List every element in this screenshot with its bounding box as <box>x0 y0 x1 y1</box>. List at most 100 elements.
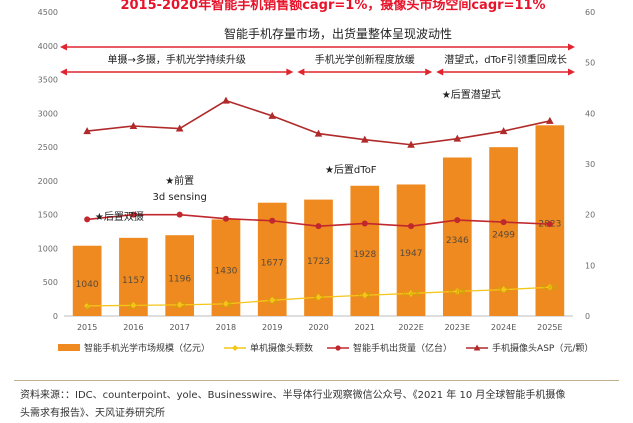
phase-label-1: 单摄→多摄，手机光学持续升级 <box>107 53 245 66</box>
x-axis-tick: 2019 <box>262 323 282 332</box>
left-axis-tick: 2500 <box>38 143 58 152</box>
asp-point <box>499 127 508 135</box>
chart: 0 500 1000 1500 2000 2500 3000 3500 4000 4500 0 10 2… <box>38 0 596 354</box>
asp-point <box>175 124 184 132</box>
camera-count-label: 4.1 <box>358 291 371 300</box>
shipment-point <box>361 220 368 227</box>
phase-arrow-2-head-left <box>297 68 305 76</box>
source-line-2: 头需求有报告》、天风证券研究所 <box>20 408 165 419</box>
asp-point <box>360 135 369 143</box>
asp-point <box>314 129 323 137</box>
right-axis-tick: 50 <box>585 59 595 68</box>
camera-count-point <box>84 302 91 310</box>
legend-label: 单机摄像头颗数 <box>250 342 313 354</box>
legend-marker <box>335 345 341 351</box>
phase-arrow-1-head-right <box>286 68 294 76</box>
asp-point <box>268 111 277 119</box>
x-axis-tick: 2025E <box>537 323 562 332</box>
divider <box>14 380 619 381</box>
shipment-point <box>269 217 276 224</box>
legend-label: 智能手机出货量（亿台） <box>353 342 452 354</box>
chart-subtitle: 智能手机存量市场，出货量整体呈现波动性 <box>224 26 452 41</box>
asp-point <box>222 96 230 104</box>
phase-arrow-3-head-right <box>568 68 575 76</box>
legend-marker <box>232 345 239 351</box>
bar-value-label: 1430 <box>215 267 238 277</box>
shipment-point <box>84 216 91 223</box>
right-axis-tick: 30 <box>585 160 595 169</box>
phase-arrow-2-head-right <box>425 68 433 76</box>
left-axis-tick: 2000 <box>38 177 58 186</box>
x-axis-tick: 2023E <box>445 323 470 332</box>
bar-value-label: 2499 <box>492 231 515 241</box>
shipment-point <box>176 211 183 218</box>
source-line-1: 资料来源：：IDC、counterpoint、yole、Businesswire… <box>20 390 566 401</box>
right-axis-tick: 60 <box>585 8 595 17</box>
shipment-point <box>546 221 553 228</box>
left-axis-tick: 3500 <box>38 76 58 85</box>
camera-count-label: 5.2 <box>497 286 510 295</box>
left-axis-tick: 3000 <box>38 109 58 118</box>
asp-point <box>453 134 462 142</box>
camera-count-point <box>130 301 137 309</box>
bar-value-label: 2346 <box>446 236 469 246</box>
right-axis-tick: 20 <box>585 211 595 220</box>
camera-count-point <box>408 289 415 297</box>
camera-count-label: 4.86 <box>448 287 466 296</box>
shipment-point <box>130 211 137 218</box>
camera-count-label: 5.67 <box>541 283 559 292</box>
camera-count-label: 3.7 <box>312 293 325 302</box>
bar-value-label: 1928 <box>353 250 376 260</box>
annotation: ★后置潜望式 <box>442 88 501 101</box>
asp-point <box>83 127 91 135</box>
camera-count-point <box>546 283 553 291</box>
camera-count-point <box>269 296 276 304</box>
x-axis-tick: 2021 <box>355 323 375 332</box>
x-axis-tick: 2020 <box>308 323 328 332</box>
x-axis-tick: 2022E <box>398 323 423 332</box>
camera-count-point <box>315 293 322 301</box>
bar-value-label: 1677 <box>261 258 284 268</box>
camera-count-label: 2.1 <box>127 301 140 310</box>
bar-value-label: 1040 <box>76 280 99 290</box>
camera-count-label: 2.4 <box>220 300 233 309</box>
legend-marker <box>473 344 481 351</box>
x-axis-tick: 2017 <box>170 323 190 332</box>
bar-value-label: 1947 <box>400 249 423 259</box>
x-axis-tick: 2015 <box>77 323 97 332</box>
chart-title: 2015-2020年智能手机销售额cagr=1%，摄像头市场空间cagr=11% <box>120 0 545 13</box>
camera-count-label: 3.1 <box>266 296 279 305</box>
annotation: ★前置 <box>165 174 194 187</box>
left-axis-tick: 4500 <box>38 8 58 17</box>
left-axis-tick: 1500 <box>38 211 58 220</box>
x-axis-tick: 2024E <box>491 323 516 332</box>
x-axis-tick: 2018 <box>216 323 236 332</box>
left-axis-tick: 500 <box>43 278 58 287</box>
phase-arrow-top-head-left <box>60 43 67 51</box>
right-axis-tick: 10 <box>585 261 595 270</box>
left-axis-tick: 0 <box>53 312 58 321</box>
shipment-point <box>222 215 229 222</box>
right-axis-tick: 0 <box>585 312 590 321</box>
annotation: 3d sensing <box>153 192 207 203</box>
legend-label: 智能手机光学市场规模（亿元） <box>84 342 210 354</box>
x-axis-tick: 2016 <box>123 323 143 332</box>
right-axis-tick: 40 <box>585 109 595 118</box>
asp-point <box>546 116 554 124</box>
legend-label: 手机摄像头ASP（元/颗） <box>492 342 593 354</box>
bar-value-label: 1157 <box>122 276 145 286</box>
bar <box>211 219 241 316</box>
shipment-point <box>408 223 415 230</box>
camera-count-point <box>454 287 461 295</box>
bar-value-label: 1196 <box>168 275 191 285</box>
left-axis-tick: 1000 <box>38 244 58 253</box>
camera-count-point <box>500 286 507 294</box>
asp-point <box>129 122 138 129</box>
shipment-point <box>315 223 322 230</box>
camera-count-point <box>361 291 368 299</box>
left-axis-tick: 4000 <box>38 42 58 51</box>
legend-swatch <box>58 344 80 351</box>
phase-label-3: 潜望式，dToF引领重回成长 <box>444 53 567 66</box>
asp-point <box>407 140 415 148</box>
phase-arrow-top-head-right <box>568 43 575 51</box>
